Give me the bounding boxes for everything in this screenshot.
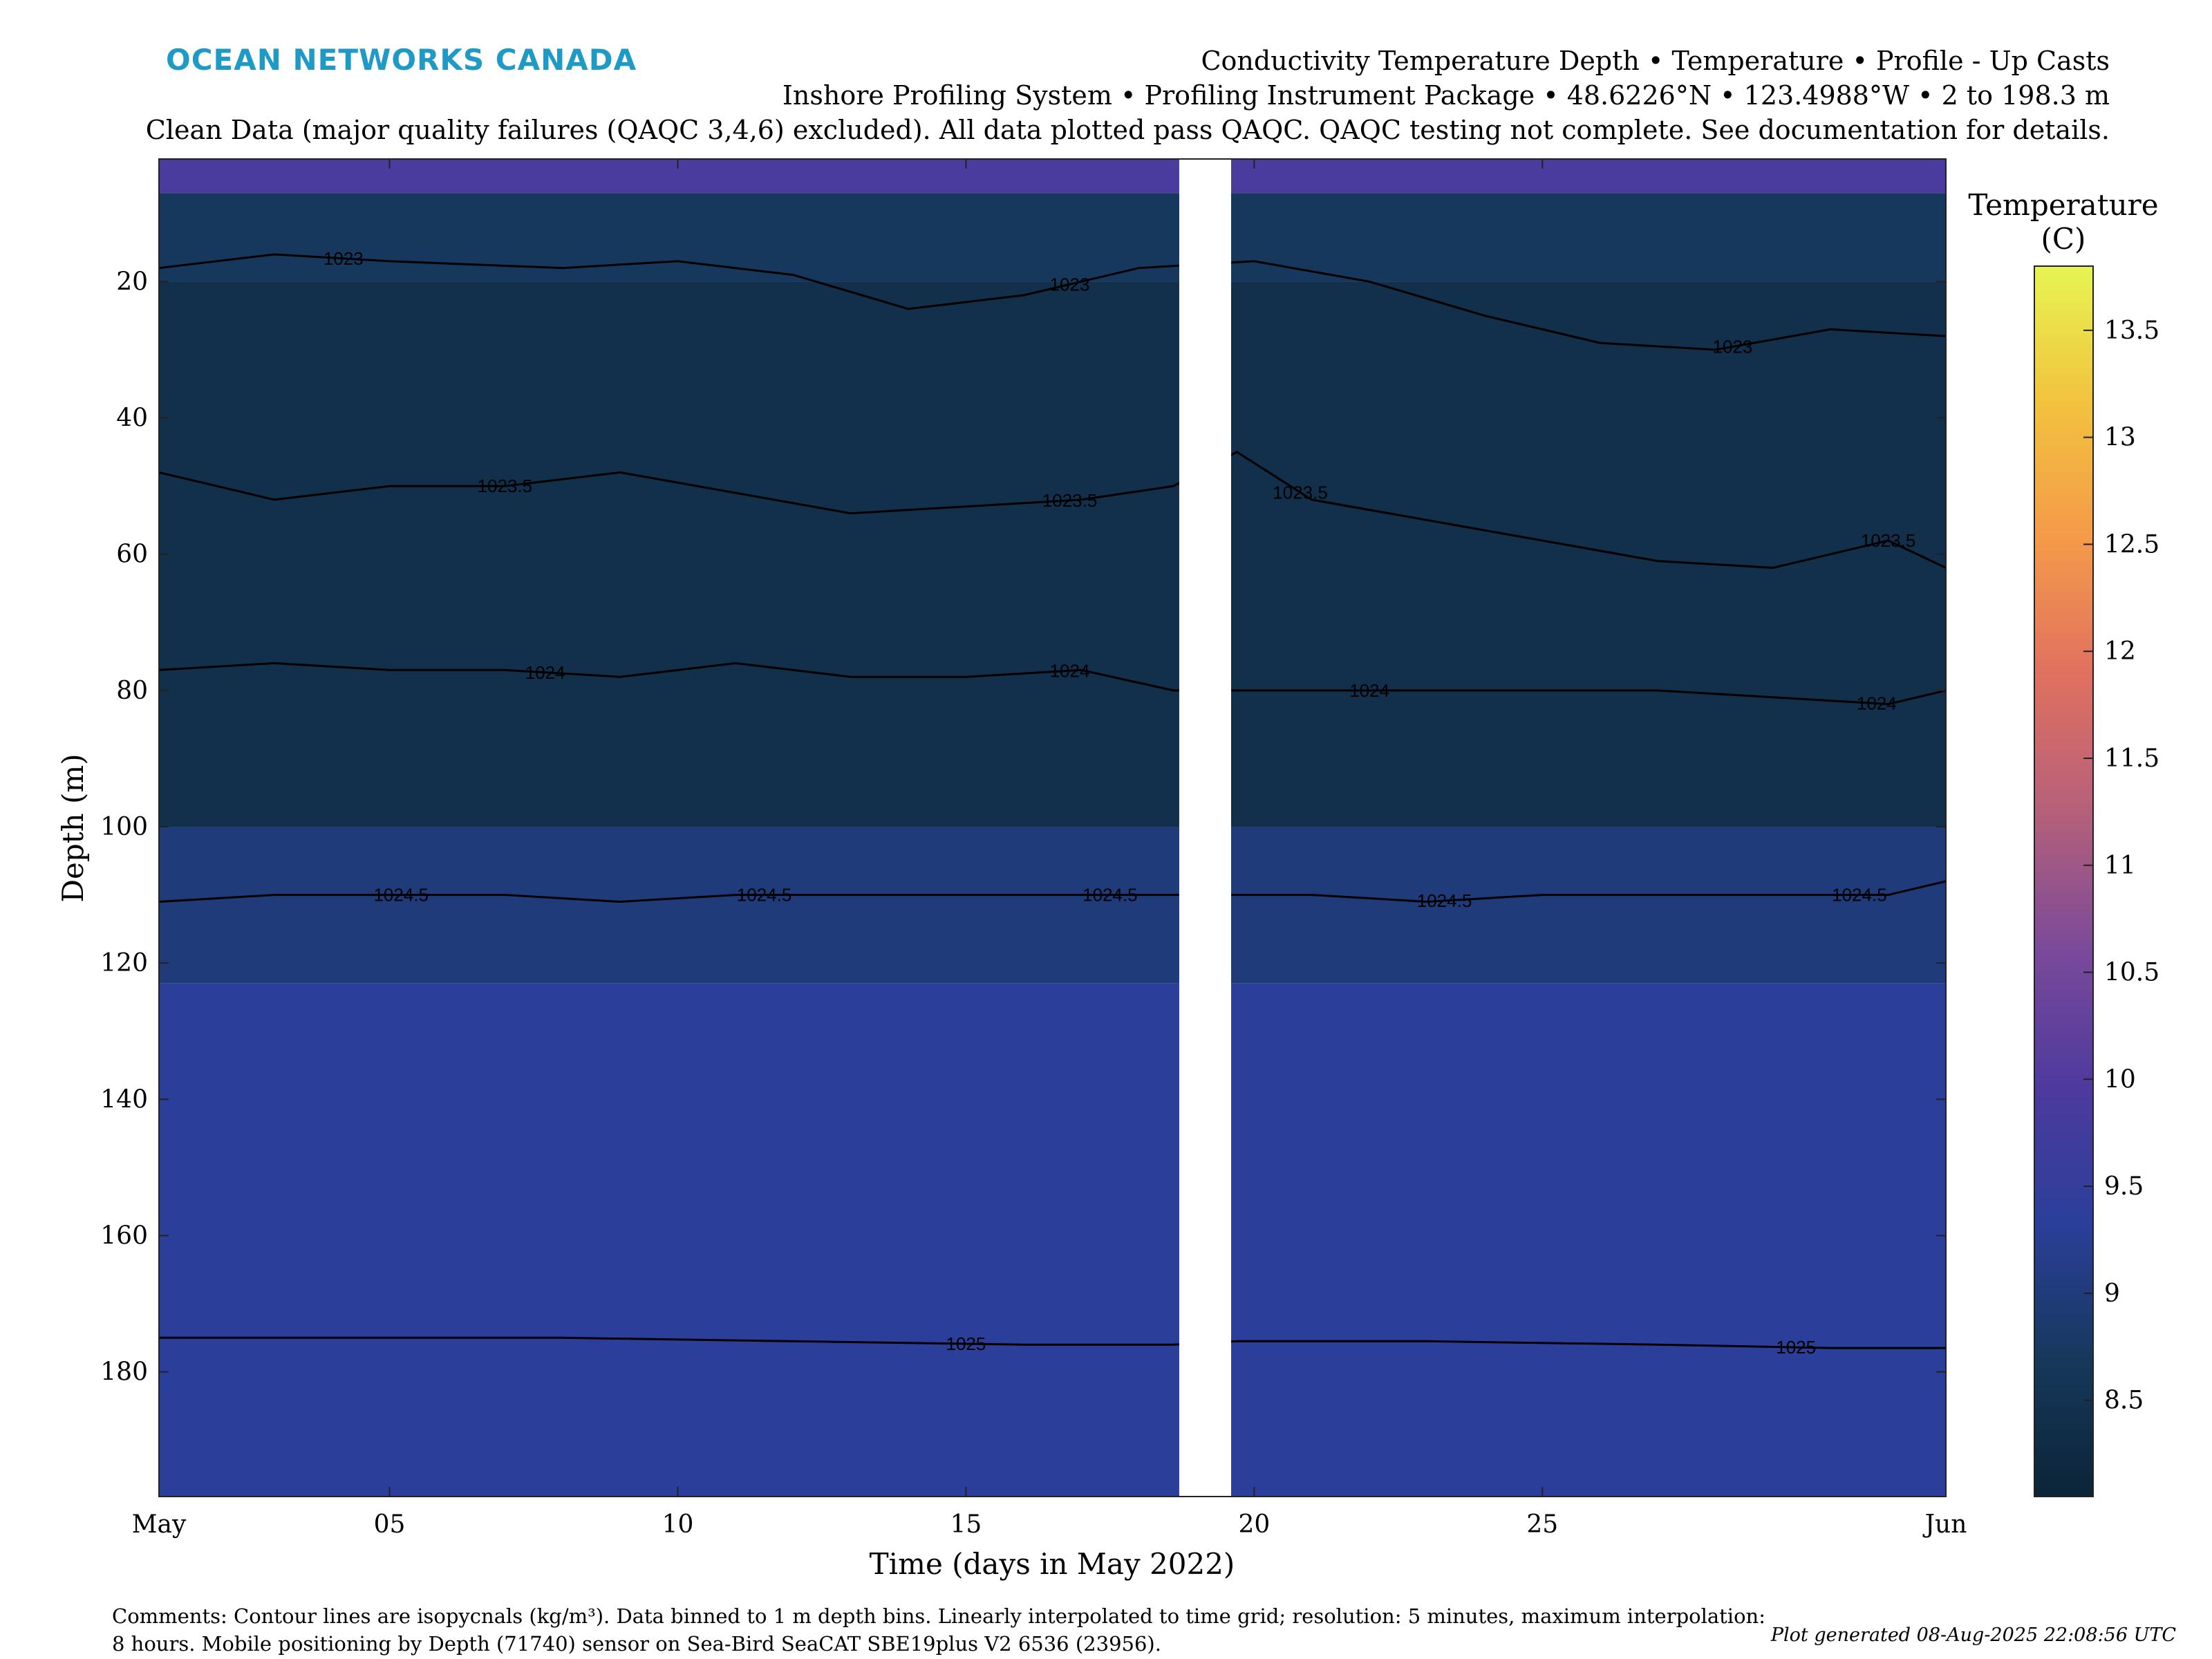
comments: Comments: Contour lines are isopycnals (…: [112, 1602, 1819, 1658]
data-gap: [1179, 159, 1231, 1497]
colorbar-tick-label: 8.5: [2104, 1387, 2144, 1415]
colorbar-ticks: 8.5 9 9.5 10 10.5 11 11.5 12 12.5 13 13.5: [2083, 317, 2159, 1415]
y-tick-label: 20: [116, 268, 148, 296]
contour-label-1024.5: 1024.5: [373, 885, 429, 906]
y-axis-label: Depth (m): [56, 753, 90, 902]
isopycnal-contours: 1023 1023 1023 1023.5 1023.5 1023.5 1023.5 1024…: [159, 248, 1946, 1358]
x-tick-label: May: [132, 1510, 187, 1539]
x-tick-label: 15: [950, 1510, 982, 1539]
contour-label-1024.5: 1024.5: [737, 885, 792, 906]
y-tick-label: 60: [116, 541, 148, 569]
contour-label-1024: 1024: [525, 662, 565, 683]
comments-line-2: 8 hours. Mobile positioning by Depth (71…: [112, 1632, 1161, 1656]
colorbar-tick-label: 12.5: [2104, 530, 2159, 559]
colorbar-tick-label: 10.5: [2104, 959, 2159, 987]
plot-generated-timestamp: Plot generated 08-Aug-2025 22:08:56 UTC: [1770, 1624, 2176, 1646]
y-tick-label: 40: [116, 404, 148, 433]
x-axis: May 05 10 15 20 25 Jun: [132, 159, 1967, 1539]
contour-label-1023.5: 1023.5: [1273, 482, 1328, 503]
contour-label-1023: 1023: [1050, 274, 1090, 294]
heatmap-band-4: [159, 983, 1946, 1497]
contour-line-1023.5: [159, 451, 1946, 569]
comments-line-1: Comments: Contour lines are isopycnals (…: [112, 1604, 1765, 1628]
y-tick-label: 80: [116, 677, 148, 705]
temperature-heatmap: [159, 159, 1946, 1497]
contour-label-1024.5: 1024.5: [1082, 885, 1138, 906]
y-tick-label: 120: [100, 949, 148, 977]
y-tick-label: 140: [100, 1085, 148, 1114]
colorbar-bar: [2034, 265, 2094, 1497]
chart-title-line-1: Conductivity Temperature Depth • Tempera…: [1201, 46, 2110, 76]
x-axis-label: Time (days in May 2022): [870, 1547, 1235, 1581]
heatmap-band-1: [159, 193, 1946, 282]
contour-label-1023.5: 1023.5: [478, 476, 533, 496]
x-tick-label: Jun: [1922, 1510, 1967, 1539]
contour-line-1024.5: [159, 880, 1946, 903]
brand-logo: OCEAN NETWORKS CANADA: [166, 43, 637, 77]
y-axis: 20 40 60 80 100 120 140 160 180: [100, 268, 1946, 1387]
contour-label-1024: 1024: [1050, 660, 1090, 681]
x-tick-label: 05: [374, 1510, 406, 1539]
contour-label-1023.5: 1023.5: [1042, 490, 1098, 511]
heatmap-band-0: [159, 159, 1946, 194]
colorbar-title: Temperature: [1968, 188, 2158, 222]
x-tick-label: 10: [662, 1510, 694, 1539]
colorbar-tick-label: 9.5: [2104, 1172, 2144, 1201]
y-tick-label: 100: [100, 813, 148, 841]
contour-label-1024: 1024: [1349, 680, 1389, 701]
contour-label-1023.5: 1023.5: [1861, 530, 1916, 551]
contour-label-1023: 1023: [324, 248, 364, 269]
contour-label-1023: 1023: [1713, 337, 1753, 357]
y-tick-label: 180: [100, 1358, 148, 1387]
heatmap-band-3: [159, 827, 1946, 984]
contour-label-1024: 1024: [1857, 693, 1897, 714]
contour-label-1024.5: 1024.5: [1832, 885, 1887, 906]
plot-frame: [158, 158, 1947, 1497]
colorbar-tick-label: 13: [2104, 424, 2136, 452]
contour-label-1025: 1025: [946, 1333, 986, 1354]
contour-line-1024: [159, 662, 1946, 706]
colorbar-tick-label: 11.5: [2104, 744, 2159, 773]
colorbar-unit: (C): [2041, 222, 2086, 256]
contour-line-1025: [159, 1336, 1946, 1349]
x-tick-label: 25: [1526, 1510, 1558, 1539]
y-tick-label: 160: [100, 1221, 148, 1250]
plot-area: 1023 1023 1023 1023.5 1023.5 1023.5 1023.5 1024…: [158, 158, 1947, 1497]
contour-label-1024.5: 1024.5: [1417, 890, 1472, 911]
colorbar-tick-label: 13.5: [2104, 317, 2159, 345]
x-tick-label: 20: [1238, 1510, 1270, 1539]
colorbar-tick-label: 11: [2104, 852, 2136, 880]
heatmap-band-2: [159, 281, 1946, 827]
colorbar-tick-label: 12: [2104, 637, 2136, 666]
contour-label-1025: 1025: [1776, 1337, 1816, 1358]
colorbar-tick-label: 10: [2104, 1065, 2136, 1094]
contour-line-1023: [159, 253, 1946, 351]
colorbar: Temperature (C) 8.5 9 9.5 10 10.5 11 11.5 12 12.…: [1968, 188, 2159, 1497]
chart-title-line-3: Clean Data (major quality failures (QAQC…: [145, 115, 2110, 145]
colorbar-tick-label: 9: [2104, 1280, 2120, 1308]
chart-title-line-2: Inshore Profiling System • Profiling Ins…: [782, 80, 2110, 111]
